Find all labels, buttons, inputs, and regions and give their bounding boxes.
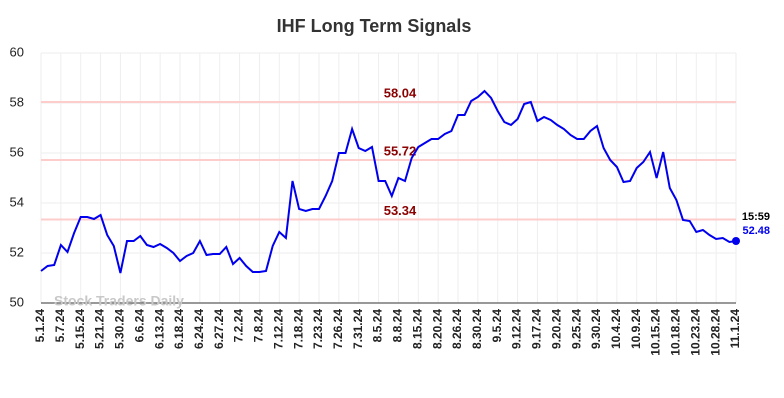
x-tick-label: 5.1.24 xyxy=(33,309,47,343)
x-tick-label: 9.5.24 xyxy=(490,309,504,343)
last-time: 15:59 xyxy=(742,211,770,223)
signal-label: 55.72 xyxy=(384,143,417,158)
x-tick-label: 5.7.24 xyxy=(53,309,67,343)
x-tick-label: 9.30.24 xyxy=(589,309,603,349)
x-tick-label: 8.5.24 xyxy=(371,309,385,343)
y-tick-label: 56 xyxy=(10,144,24,159)
last-value: 52.48 xyxy=(742,225,770,237)
x-tick-label: 9.20.24 xyxy=(549,309,563,349)
x-tick-label: 7.8.24 xyxy=(252,309,266,343)
x-tick-label: 8.15.24 xyxy=(410,309,424,349)
x-tick-label: 5.21.24 xyxy=(93,309,107,349)
x-tick-label: 7.31.24 xyxy=(351,309,365,349)
x-tick-label: 8.30.24 xyxy=(470,309,484,349)
price-line xyxy=(40,89,737,274)
x-tick-label: 10.28.24 xyxy=(708,309,722,356)
y-tick-label: 54 xyxy=(10,194,24,209)
x-tick-label: 11.1.24 xyxy=(728,309,742,349)
x-tick-label: 5.15.24 xyxy=(73,309,87,349)
x-tick-label: 6.6.24 xyxy=(132,309,146,343)
x-tick-label: 7.2.24 xyxy=(232,309,246,343)
x-tick-label: 8.20.24 xyxy=(430,309,444,349)
y-tick-label: 52 xyxy=(10,244,24,259)
x-tick-label: 9.17.24 xyxy=(530,309,544,349)
x-tick-label: 9.12.24 xyxy=(510,309,524,349)
y-tick-label: 60 xyxy=(10,44,24,59)
x-tick-label: 10.23.24 xyxy=(688,309,702,356)
x-tick-label: 8.26.24 xyxy=(450,309,464,349)
x-tick-label: 6.24.24 xyxy=(192,309,206,349)
x-tick-label: 7.26.24 xyxy=(331,309,345,349)
x-tick-label: 10.18.24 xyxy=(669,309,683,356)
signal-label: 53.34 xyxy=(384,203,417,218)
signal-label: 58.04 xyxy=(384,85,417,100)
chart-title: IHF Long Term Signals xyxy=(277,16,472,36)
x-tick-label: 10.15.24 xyxy=(649,309,663,356)
x-tick-label: 6.18.24 xyxy=(172,309,186,349)
y-tick-label: 50 xyxy=(10,294,24,309)
x-tick-label: 5.30.24 xyxy=(113,309,127,349)
x-tick-label: 9.25.24 xyxy=(569,309,583,349)
last-point xyxy=(732,237,740,245)
x-tick-label: 7.23.24 xyxy=(311,309,325,349)
x-tick-label: 7.12.24 xyxy=(271,309,285,349)
watermark: Stock Traders Daily xyxy=(54,293,184,309)
x-tick-label: 6.13.24 xyxy=(152,309,166,349)
x-tick-label: 10.4.24 xyxy=(609,309,623,349)
x-tick-label: 10.9.24 xyxy=(629,309,643,349)
x-tick-label: 8.8.24 xyxy=(391,309,405,343)
x-tick-label: 6.27.24 xyxy=(212,309,226,349)
y-tick-label: 58 xyxy=(10,94,24,109)
x-tick-label: 7.18.24 xyxy=(291,309,305,349)
